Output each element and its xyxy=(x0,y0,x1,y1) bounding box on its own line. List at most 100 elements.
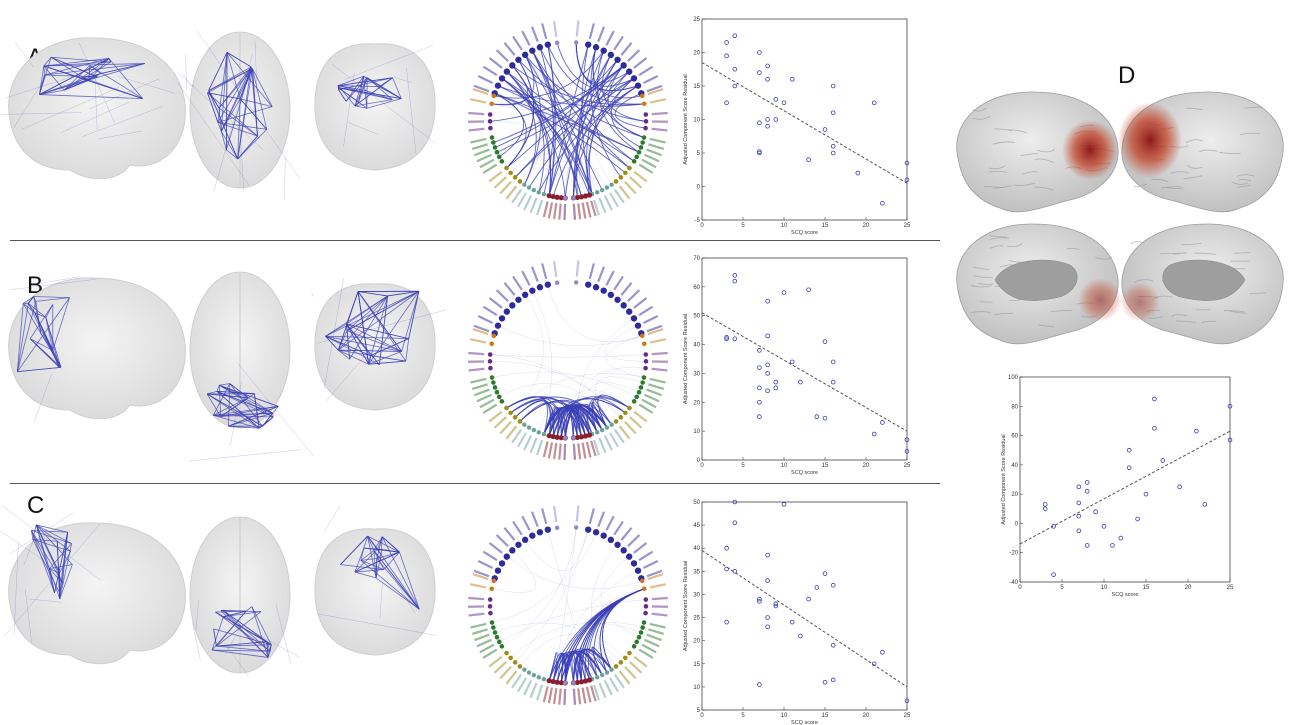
region-label-mark xyxy=(587,202,591,218)
regression-line xyxy=(702,63,907,184)
connection-arc xyxy=(532,51,577,198)
data-point xyxy=(766,299,770,303)
data-point xyxy=(782,502,786,506)
y-tick-label: -20 xyxy=(1009,551,1018,557)
region-node xyxy=(509,62,515,68)
region-node xyxy=(491,140,496,145)
region-node xyxy=(631,315,637,321)
data-point xyxy=(725,620,729,624)
region-node xyxy=(488,597,493,602)
x-tick-label: 5 xyxy=(741,223,745,229)
region-node xyxy=(614,542,620,548)
region-node xyxy=(585,41,591,47)
region-label-mark xyxy=(634,58,647,68)
region-node xyxy=(595,675,599,679)
region-node xyxy=(491,380,496,385)
data-point xyxy=(831,144,835,148)
region-label-mark xyxy=(598,267,604,282)
region-label-mark xyxy=(477,395,492,402)
connectogram-b xyxy=(468,261,668,460)
region-label-mark xyxy=(494,417,506,428)
region-node xyxy=(500,644,505,649)
x-tick-label: 5 xyxy=(741,463,745,469)
region-node xyxy=(504,166,509,171)
region-node xyxy=(620,547,626,553)
region-label-mark xyxy=(647,635,662,641)
region-node xyxy=(608,537,614,543)
region-node xyxy=(627,651,632,656)
region-label-mark xyxy=(599,438,605,453)
data-point xyxy=(1111,543,1115,547)
region-node xyxy=(585,526,591,532)
region-label-mark xyxy=(621,528,631,540)
region-label-mark xyxy=(648,384,663,389)
region-label-mark xyxy=(639,67,653,76)
region-node xyxy=(488,126,493,131)
region-label-mark xyxy=(470,99,486,102)
region-label-mark xyxy=(474,635,489,641)
brain-outline xyxy=(9,38,186,179)
region-node xyxy=(504,651,509,656)
plot-frame xyxy=(702,19,907,220)
region-label-mark xyxy=(647,390,662,396)
y-tick-label: 25 xyxy=(693,616,700,622)
regression-line xyxy=(702,313,907,431)
data-point xyxy=(799,634,803,638)
data-point xyxy=(766,334,770,338)
region-node xyxy=(515,542,521,548)
region-node xyxy=(619,660,624,665)
data-point xyxy=(766,124,770,128)
region-label-mark xyxy=(644,395,659,402)
region-label-mark xyxy=(650,339,666,342)
data-point xyxy=(725,54,729,58)
region-node xyxy=(563,681,567,685)
region-node xyxy=(631,75,637,81)
region-node xyxy=(635,567,641,573)
region-label-mark xyxy=(470,339,486,342)
data-point xyxy=(758,599,762,603)
region-label-mark xyxy=(583,688,586,704)
region-node xyxy=(489,101,494,106)
connection-edge xyxy=(186,54,187,89)
region-node xyxy=(488,112,493,117)
region-node xyxy=(571,681,575,685)
region-node xyxy=(492,334,497,339)
region-node xyxy=(640,579,645,584)
region-node xyxy=(620,302,626,308)
region-node xyxy=(626,553,632,559)
region-label-mark xyxy=(544,687,548,703)
connection-arc xyxy=(511,295,544,413)
data-point xyxy=(1161,459,1165,463)
y-tick-label: 40 xyxy=(1011,463,1018,469)
region-node xyxy=(500,159,505,164)
data-point xyxy=(725,546,729,550)
data-point xyxy=(766,616,770,620)
cortical-surface-views xyxy=(945,80,1295,360)
region-label-mark xyxy=(574,689,575,705)
region-node xyxy=(640,380,645,385)
y-tick-label: 30 xyxy=(693,592,700,598)
region-node xyxy=(643,126,648,131)
region-node xyxy=(495,82,501,88)
region-label-mark xyxy=(559,444,560,460)
region-label-mark xyxy=(532,512,538,527)
coronal-view-b xyxy=(312,278,446,410)
data-point xyxy=(782,101,786,105)
data-point xyxy=(782,291,786,295)
region-label-mark xyxy=(639,552,653,561)
region-node xyxy=(642,101,647,106)
activation-region xyxy=(1078,278,1122,322)
x-tick-label: 5 xyxy=(1060,585,1064,591)
region-node xyxy=(508,656,513,661)
data-point xyxy=(881,201,885,205)
region-label-mark xyxy=(471,624,487,628)
connection-edge xyxy=(324,505,340,531)
region-node xyxy=(522,667,526,671)
region-label-mark xyxy=(471,379,487,383)
region-label-mark xyxy=(537,685,542,700)
x-tick-label: 20 xyxy=(863,223,870,229)
plot-frame xyxy=(702,502,907,710)
region-label-mark xyxy=(522,271,529,285)
region-node xyxy=(513,660,518,665)
region-node xyxy=(488,611,493,616)
